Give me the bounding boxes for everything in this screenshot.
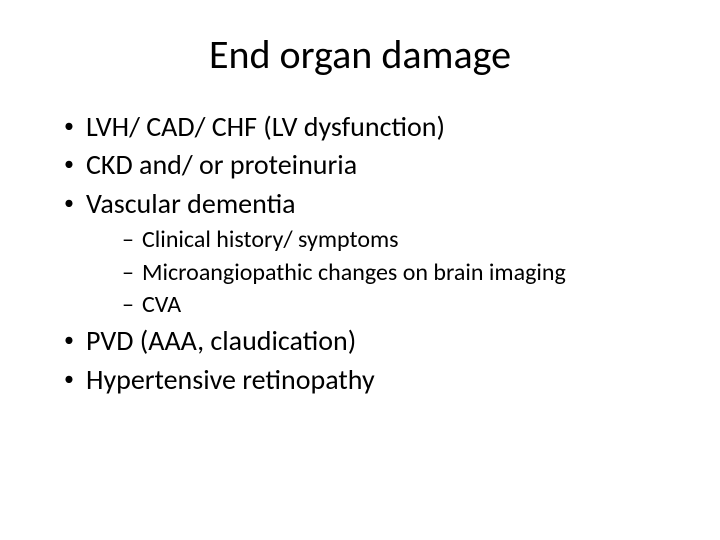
slide-title: End organ damage [40, 30, 680, 79]
sub-bullet-text: CVA [142, 290, 181, 319]
bullet-item: Hypertensive retinopathy [64, 362, 680, 398]
sub-bullet-list: Clinical history/ symptoms Microangiopat… [86, 224, 680, 321]
bullet-item: Vascular dementia Clinical history/ symp… [64, 186, 680, 322]
sub-bullet-item: Clinical history/ symptoms [122, 224, 680, 256]
sub-bullet-text: Microangiopathic changes on brain imagin… [142, 258, 566, 287]
bullet-item: LVH/ CAD/ CHF (LV dysfunction) [64, 109, 680, 145]
sub-bullet-item: CVA [122, 289, 680, 321]
slide: End organ damage LVH/ CAD/ CHF (LV dysfu… [0, 0, 720, 540]
bullet-list: LVH/ CAD/ CHF (LV dysfunction) CKD and/ … [40, 109, 680, 398]
sub-bullet-item: Microangiopathic changes on brain imagin… [122, 257, 680, 289]
sub-bullet-text: Clinical history/ symptoms [142, 225, 399, 254]
bullet-text: PVD (AAA, claudication) [86, 323, 356, 358]
bullet-text: CKD and/ or proteinuria [86, 147, 357, 182]
bullet-item: CKD and/ or proteinuria [64, 147, 680, 183]
bullet-item: PVD (AAA, claudication) [64, 323, 680, 359]
bullet-text: Vascular dementia [86, 186, 296, 221]
bullet-text: Hypertensive retinopathy [86, 362, 375, 397]
bullet-text: LVH/ CAD/ CHF (LV dysfunction) [86, 109, 445, 144]
